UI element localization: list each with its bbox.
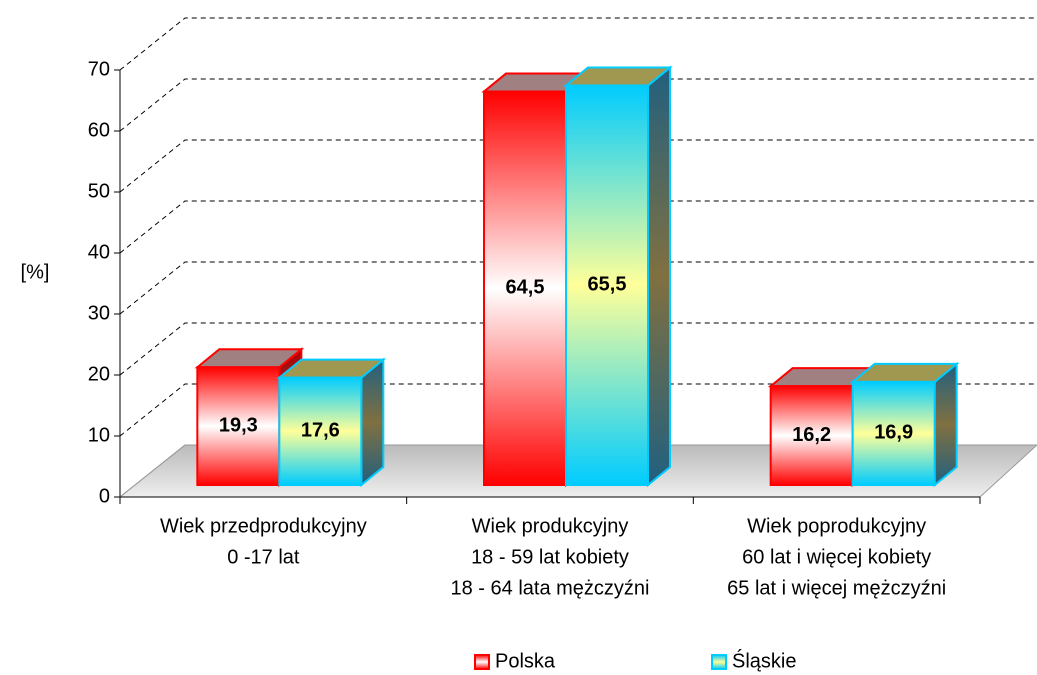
bar-side bbox=[360, 357, 385, 488]
bar-side bbox=[933, 361, 958, 488]
bar-front bbox=[851, 380, 936, 486]
y-axis-label: [%] bbox=[21, 261, 50, 283]
y-tick-label: 0 bbox=[99, 485, 110, 507]
bar bbox=[849, 361, 960, 488]
y-tick-label: 30 bbox=[88, 302, 110, 324]
y-tick-label: 70 bbox=[88, 58, 110, 80]
bar-front bbox=[769, 385, 854, 486]
x-tick-label: Wiek poprodukcyjny bbox=[747, 515, 926, 537]
y-tick-label: 60 bbox=[88, 119, 110, 141]
legend-swatch bbox=[711, 654, 727, 670]
value-label: 17,6 bbox=[301, 420, 340, 442]
x-tick-label: Wiek produkcyjny bbox=[472, 515, 629, 537]
grid-line bbox=[119, 261, 1037, 315]
value-label: 65,5 bbox=[588, 274, 627, 296]
y-tick-label: 40 bbox=[88, 241, 110, 263]
legend-label: Śląskie bbox=[732, 648, 796, 672]
value-label: 64,5 bbox=[506, 277, 545, 299]
grid-line bbox=[119, 383, 1037, 437]
x-tick-label: 18 - 64 lata mężczyźni bbox=[451, 577, 650, 599]
legend-swatch bbox=[474, 654, 490, 670]
grid-line bbox=[119, 139, 1037, 193]
value-label: 16,2 bbox=[792, 424, 831, 446]
bar-front bbox=[196, 366, 281, 486]
bar-front bbox=[483, 90, 567, 487]
x-tick-label: 60 lat i więcej kobiety bbox=[742, 546, 931, 568]
legend-label: Polska bbox=[495, 650, 556, 672]
bar bbox=[276, 357, 387, 488]
grid-line bbox=[119, 17, 1037, 71]
x-tick-label: 65 lat i więcej mężczyźni bbox=[727, 577, 946, 599]
y-tick-label: 20 bbox=[88, 363, 110, 385]
grid-line bbox=[119, 322, 1037, 376]
x-tick-label: 18 - 59 lat kobiety bbox=[471, 546, 629, 568]
bar-front bbox=[565, 84, 649, 486]
grid-line bbox=[119, 200, 1037, 254]
bar bbox=[563, 65, 673, 488]
y-tick-label: 10 bbox=[88, 424, 110, 446]
y-axis-3d bbox=[119, 444, 186, 498]
bar-front bbox=[278, 376, 363, 487]
value-label: 16,9 bbox=[874, 422, 913, 444]
grid-line bbox=[119, 78, 1037, 132]
x-tick-label: Wiek przedprodukcyjny bbox=[160, 515, 367, 537]
y-tick-label: 50 bbox=[88, 180, 110, 202]
bar-side bbox=[647, 65, 671, 488]
x-tick-label: 0 -17 lat bbox=[227, 546, 300, 568]
value-label: 19,3 bbox=[219, 414, 258, 436]
